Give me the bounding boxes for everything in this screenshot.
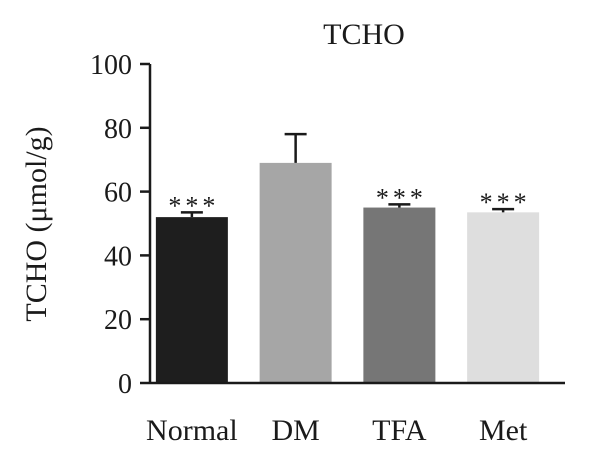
x-tick-label: DM xyxy=(271,414,319,447)
significance-marker: *** xyxy=(376,183,427,212)
y-tick-label: 80 xyxy=(104,114,132,145)
x-tick-label: Normal xyxy=(146,414,238,447)
x-tick-label: TFA xyxy=(372,414,427,447)
x-axis: Normal DM TFA Met xyxy=(146,381,565,447)
bar-tfa xyxy=(363,207,436,383)
y-tick-label: 100 xyxy=(90,50,132,81)
y-tick-label: 60 xyxy=(104,178,132,209)
significance-marker: *** xyxy=(168,191,219,220)
bar-dm xyxy=(259,162,332,383)
y-tick-label: 40 xyxy=(104,241,132,272)
bar-met xyxy=(467,212,540,383)
chart-title: TCHO xyxy=(323,18,405,51)
bars: *** *** *** xyxy=(155,132,540,383)
y-axis: 0 20 40 60 80 100 xyxy=(90,50,152,400)
bar-normal xyxy=(155,217,228,383)
y-tick-label: 0 xyxy=(118,369,132,400)
significance-marker: *** xyxy=(480,188,531,217)
y-tick-label: 20 xyxy=(104,305,132,336)
y-axis-label: TCHO (μmol/g) xyxy=(20,126,53,321)
x-tick-label: Met xyxy=(479,414,528,447)
